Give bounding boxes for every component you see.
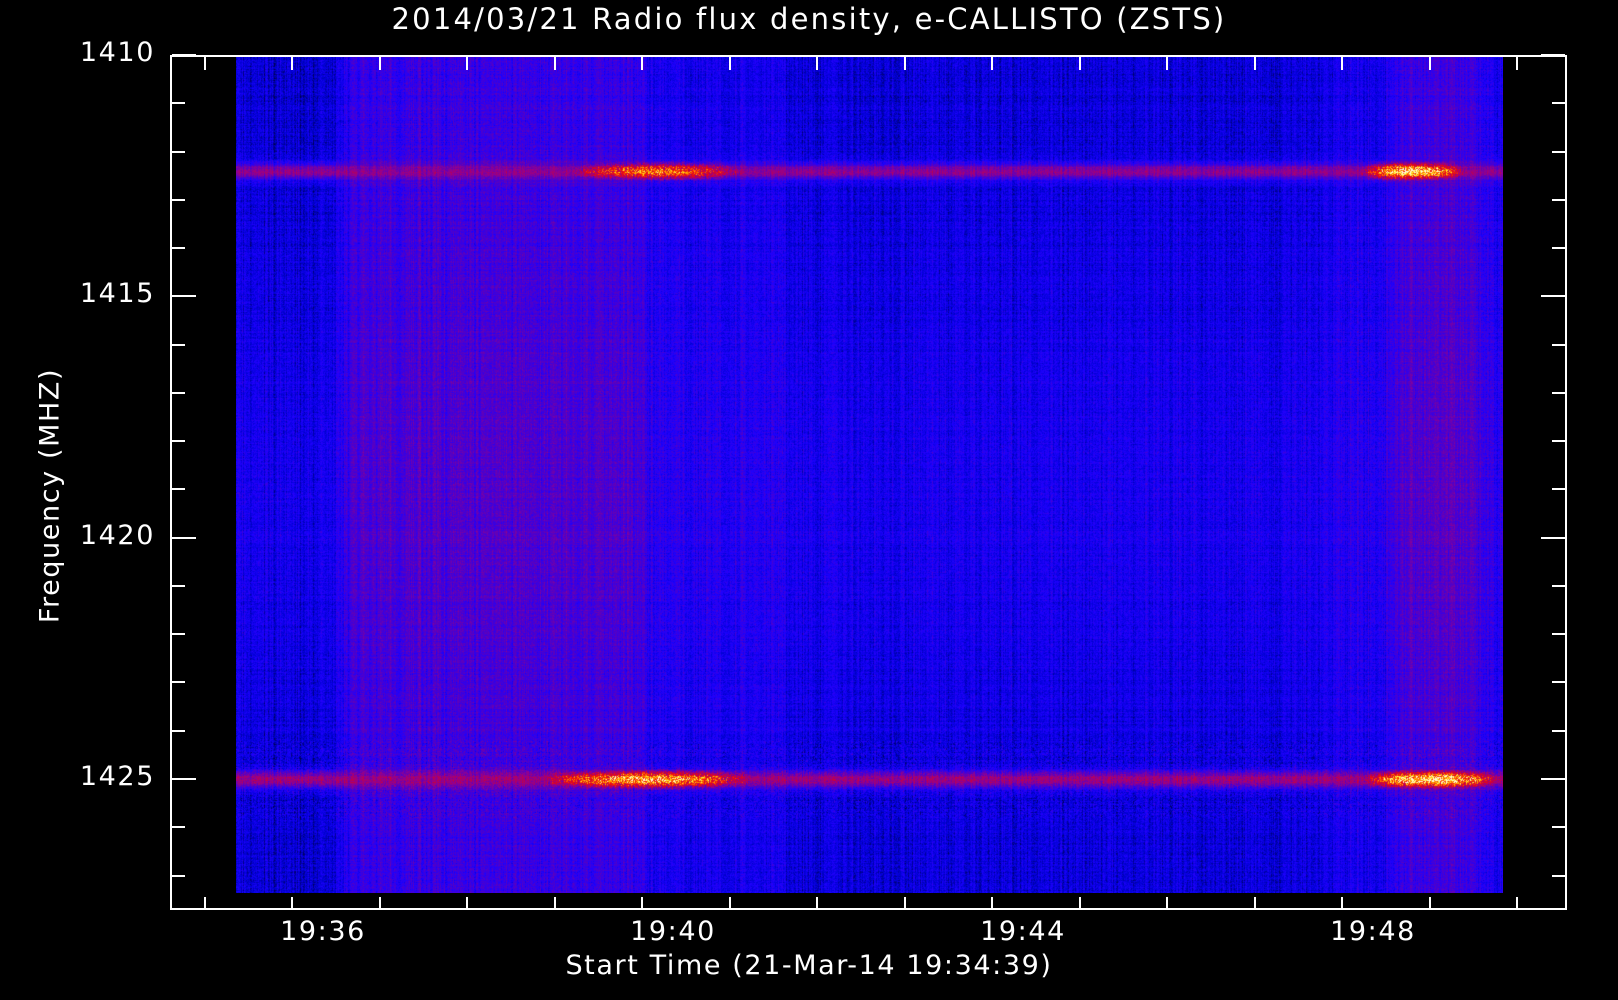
x-tick-6: [728, 897, 731, 910]
y-tick-1415: [172, 295, 196, 298]
y-tick-label-1425: 1425: [79, 761, 155, 792]
y-tick-1425: [172, 778, 196, 780]
x-tick-1: [291, 897, 294, 910]
y-tick-right-1419: [1552, 488, 1565, 491]
x-tick-top-4: [553, 57, 556, 70]
x-tick-top-0: [203, 57, 206, 70]
y-tick-right-1415: [1541, 295, 1565, 298]
y-tick-right-1418: [1552, 440, 1565, 443]
y-tick-right-1412: [1552, 150, 1565, 153]
y-tick-1419: [172, 488, 185, 491]
x-tick-label-1940: 19:40: [630, 916, 716, 947]
x-tick-top-7: [816, 57, 819, 70]
page-title: 2014/03/21 Radio flux density, e-CALLIST…: [391, 2, 1227, 36]
y-tick-1427: [172, 874, 185, 877]
y-tick-right-1423: [1552, 681, 1565, 684]
y-tick-right-1416: [1552, 343, 1565, 346]
x-tick-15: [1516, 897, 1519, 910]
y-tick-right-1420: [1541, 536, 1565, 539]
y-tick-1413: [172, 198, 185, 201]
x-tick-top-1: [291, 57, 294, 70]
x-tick-top-6: [728, 57, 731, 70]
y-tick-label-1420: 1420: [79, 519, 155, 551]
spectrogram-raster: [236, 57, 1503, 893]
x-tick-top-15: [1516, 57, 1519, 70]
y-tick-1416: [172, 343, 185, 346]
x-tick-0: [203, 897, 206, 910]
y-tick-right-1413: [1552, 198, 1565, 201]
x-tick-top-13: [1341, 57, 1344, 70]
y-tick-1414: [172, 247, 185, 250]
y-tick-1417: [172, 391, 185, 394]
x-tick-8: [903, 897, 906, 910]
x-tick-label-1944: 19:44: [980, 916, 1066, 947]
x-tick-label-1948: 19:48: [1330, 916, 1416, 947]
x-tick-top-5: [641, 57, 644, 70]
y-tick-1423: [172, 681, 185, 684]
x-tick-top-2: [378, 57, 381, 70]
x-tick-top-11: [1166, 57, 1169, 70]
x-tick-5: [641, 897, 644, 910]
y-tick-right-1417: [1552, 391, 1565, 394]
y-tick-right-1427: [1552, 874, 1565, 877]
y-tick-right-1424: [1552, 729, 1565, 732]
axis-frame: [170, 55, 1567, 910]
x-tick-top-9: [991, 57, 994, 70]
x-tick-12: [1253, 897, 1256, 910]
y-tick-right-1426: [1552, 826, 1565, 829]
y-tick-right-1425: [1541, 778, 1565, 780]
x-tick-11: [1166, 897, 1169, 910]
y-tick-1420: [172, 536, 196, 539]
y-tick-label-1410: 1410: [79, 37, 155, 68]
y-tick-right-1411: [1552, 102, 1565, 105]
x-tick-top-3: [466, 57, 469, 70]
y-tick-right-1414: [1552, 247, 1565, 250]
x-tick-top-12: [1253, 57, 1256, 70]
y-tick-right-1410: [1541, 54, 1565, 56]
y-tick-1410: [172, 54, 196, 56]
y-tick-1418: [172, 440, 185, 443]
x-tick-top-14: [1428, 57, 1431, 70]
y-axis-title: Frequency (MHZ): [34, 367, 66, 624]
x-axis-title: Start Time (21-Mar-14 19:34:39): [565, 950, 1053, 981]
x-tick-label-1936: 19:36: [280, 916, 366, 947]
x-tick-top-8: [903, 57, 906, 70]
y-tick-1412: [172, 150, 185, 153]
x-tick-2: [378, 897, 381, 910]
x-tick-4: [553, 897, 556, 910]
y-tick-right-1422: [1552, 633, 1565, 636]
y-tick-1422: [172, 633, 185, 636]
y-tick-label-1415: 1415: [79, 278, 155, 310]
y-tick-1421: [172, 584, 185, 587]
x-tick-13: [1341, 897, 1344, 910]
x-tick-7: [816, 897, 819, 910]
x-tick-14: [1428, 897, 1431, 910]
y-tick-1411: [172, 102, 185, 105]
x-tick-3: [466, 897, 469, 910]
y-tick-1424: [172, 729, 185, 732]
x-tick-10: [1078, 897, 1081, 910]
y-tick-right-1421: [1552, 584, 1565, 587]
x-tick-top-10: [1078, 57, 1081, 70]
x-tick-9: [991, 897, 994, 910]
y-tick-1426: [172, 826, 185, 829]
